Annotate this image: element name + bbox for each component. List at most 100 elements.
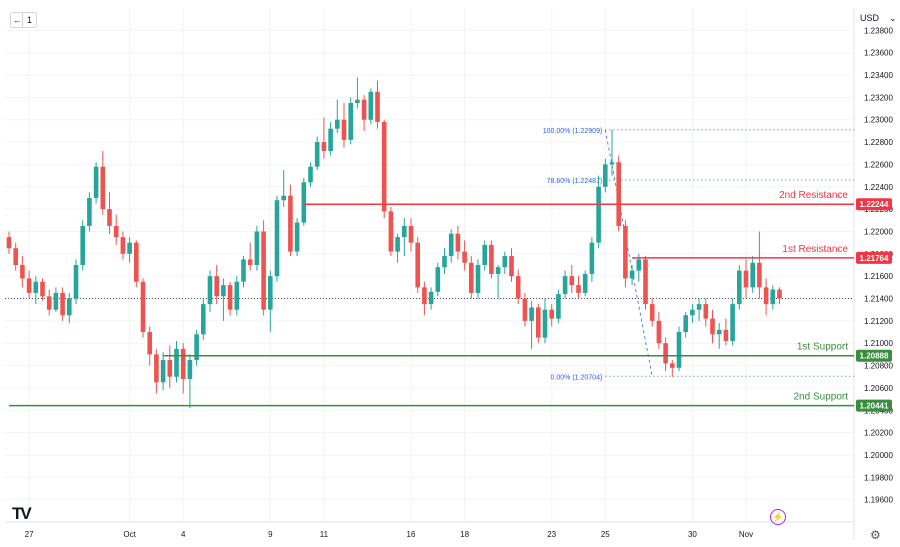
- y-tick-label: 1.20600: [864, 384, 893, 393]
- candle: [234, 276, 240, 316]
- candle: [113, 214, 119, 245]
- candle-body: [663, 343, 668, 364]
- candle: [629, 265, 635, 286]
- lightning-icon[interactable]: ⚡: [770, 509, 786, 525]
- candle: [448, 229, 454, 263]
- y-tick-label: 1.23400: [864, 71, 893, 80]
- price-badge-label: 1.20441: [860, 402, 889, 411]
- y-tick-label: 1.21000: [864, 339, 893, 348]
- candle-body: [770, 289, 776, 305]
- candle-body: [294, 222, 300, 252]
- candle-body: [314, 142, 320, 167]
- candle: [60, 287, 65, 321]
- candle: [723, 318, 729, 346]
- candle: [321, 117, 327, 159]
- candle: [368, 88, 374, 125]
- candle: [562, 270, 568, 299]
- candle: [737, 265, 742, 310]
- candle: [489, 240, 494, 279]
- candle-body: [730, 304, 735, 341]
- candle: [710, 309, 715, 344]
- candle: [134, 240, 139, 288]
- candle-body: [167, 359, 173, 377]
- candle: [649, 298, 655, 327]
- candle-body: [676, 332, 682, 368]
- candle: [348, 97, 353, 145]
- candle-body: [536, 307, 541, 338]
- candle: [522, 292, 528, 327]
- candle-body: [495, 267, 501, 274]
- candle-body: [482, 244, 487, 265]
- candle: [482, 240, 487, 271]
- x-tick-label: 18: [460, 530, 469, 539]
- candle: [227, 281, 233, 316]
- candle-body: [683, 315, 688, 333]
- candle-body: [556, 294, 561, 319]
- candle-body: [335, 119, 340, 129]
- fib-level-label: 78.60% (1.22487): [547, 178, 603, 185]
- candle: [395, 233, 400, 263]
- candle: [180, 343, 186, 394]
- chevron-left-icon: ←: [13, 15, 22, 25]
- candle-body: [589, 242, 595, 274]
- candle: [469, 256, 474, 299]
- candle: [763, 278, 769, 316]
- candle-body: [388, 211, 394, 252]
- candle: [589, 237, 595, 282]
- candle-body: [649, 304, 655, 321]
- candle: [33, 276, 39, 305]
- candle-body: [368, 91, 374, 120]
- candle-body: [670, 363, 675, 368]
- candle: [20, 256, 25, 288]
- tradingview-logo[interactable]: TV: [12, 504, 32, 523]
- candle: [609, 129, 615, 176]
- y-tick-label: 1.23000: [864, 116, 893, 125]
- y-tick-label: 1.21400: [864, 295, 893, 304]
- candle: [388, 206, 394, 257]
- chevron-down-icon: ⌄: [889, 13, 897, 23]
- candle-body: [562, 276, 568, 295]
- candle: [254, 225, 260, 271]
- candle-body: [408, 225, 414, 243]
- candle: [757, 231, 762, 299]
- gear-icon[interactable]: ⚙: [870, 528, 881, 542]
- candle-body: [281, 195, 286, 201]
- candle-body: [757, 262, 762, 288]
- candle: [174, 340, 179, 383]
- candle-body: [723, 329, 729, 341]
- candle-body: [636, 259, 642, 271]
- candle-body: [522, 298, 528, 321]
- candle: [341, 102, 347, 148]
- level-name: 2nd Resistance: [779, 190, 848, 201]
- candle-body: [180, 348, 186, 379]
- candle-body: [435, 267, 441, 292]
- level-name: 2nd Support: [794, 392, 849, 403]
- candle: [308, 162, 313, 187]
- candle: [529, 300, 534, 349]
- currency-selector[interactable]: USD ⌄: [860, 13, 897, 24]
- candle: [750, 256, 755, 293]
- indicator-count-button[interactable]: 1: [22, 12, 37, 28]
- candle-body: [100, 166, 106, 210]
- candle-body: [26, 278, 32, 293]
- candle-body: [529, 307, 534, 321]
- price-badge: [856, 251, 892, 264]
- candle: [402, 218, 407, 257]
- candle: [274, 195, 280, 282]
- candle: [314, 136, 320, 171]
- candle: [502, 251, 508, 274]
- candle: [127, 237, 132, 263]
- candle: [428, 287, 434, 310]
- y-tick-label: 1.23800: [864, 26, 893, 35]
- candle-body: [214, 276, 219, 297]
- candle: [87, 192, 92, 232]
- candle-body: [489, 244, 494, 274]
- candle-body: [716, 329, 722, 335]
- candle-body: [442, 256, 447, 268]
- candle-body: [576, 285, 581, 293]
- plot-area: [5, 8, 854, 522]
- y-tick-label: 1.22600: [864, 160, 893, 169]
- candle-body: [67, 298, 72, 316]
- candle-body: [737, 270, 742, 305]
